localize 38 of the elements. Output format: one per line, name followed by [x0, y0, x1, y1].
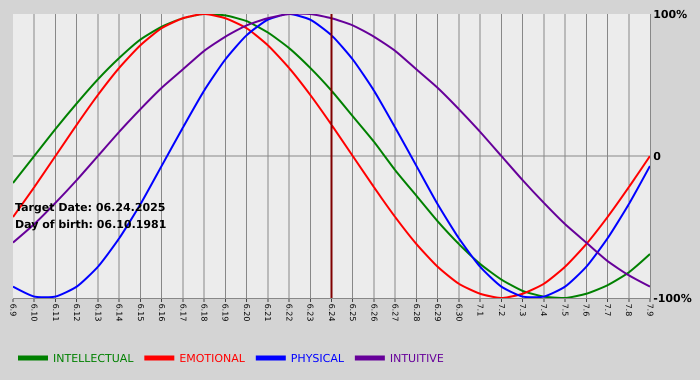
x-tick-label: 6.18	[200, 304, 208, 322]
x-tick-label: 6.24	[326, 304, 336, 322]
x-tick-label: 6.15	[136, 304, 145, 322]
x-tick-label: 7.4	[539, 304, 548, 316]
x-tick-label: 7.9	[645, 304, 654, 316]
x-tick-label: 7.2	[496, 304, 506, 316]
x-tick-label: 6.19	[220, 304, 230, 322]
x-tick-label: 6.29	[433, 304, 442, 322]
x-tick-label: 6.14	[114, 304, 124, 322]
x-tick-label: 6.23	[306, 304, 315, 322]
legend-label: INTELLECTUAL	[53, 352, 134, 366]
legend-label: EMOTIONAL	[179, 352, 246, 366]
x-tick-label: 6.26	[369, 304, 378, 322]
x-tick-label: 7.5	[560, 304, 570, 316]
x-tick-label: 7.3	[518, 304, 527, 316]
y-tick-label: -100%	[653, 292, 692, 305]
x-tick-label: 6.22	[284, 304, 294, 322]
x-tick-label: 6.30	[454, 304, 464, 322]
x-tick-label: 6.17	[178, 304, 188, 322]
x-tick-label: 6.10	[30, 304, 39, 322]
x-tick-label: 6.21	[263, 304, 272, 322]
legend-label: PHYSICAL	[290, 352, 345, 366]
x-tick-label: 6.13	[93, 304, 102, 322]
x-tick-label: 7.6	[582, 304, 591, 316]
x-tick-label: 7.8	[624, 304, 634, 316]
x-tick-label: 6.11	[50, 304, 60, 322]
x-tick-label: 6.25	[348, 304, 358, 322]
x-tick-label: 6.27	[390, 304, 400, 322]
x-tick-label: 7.1	[476, 304, 485, 316]
legend-label: INTUITIVE	[390, 352, 444, 366]
y-tick-label: 0	[653, 150, 662, 163]
x-tick-label: 7.7	[602, 304, 612, 316]
y-tick-label: 100%	[653, 8, 688, 21]
x-tick-label: 6.9	[8, 304, 18, 316]
x-tick-label: 6.16	[157, 304, 166, 322]
x-tick-label: 6.12	[72, 304, 82, 322]
x-tick-label: 6.28	[412, 304, 421, 322]
x-tick-label: 6.20	[242, 304, 251, 322]
